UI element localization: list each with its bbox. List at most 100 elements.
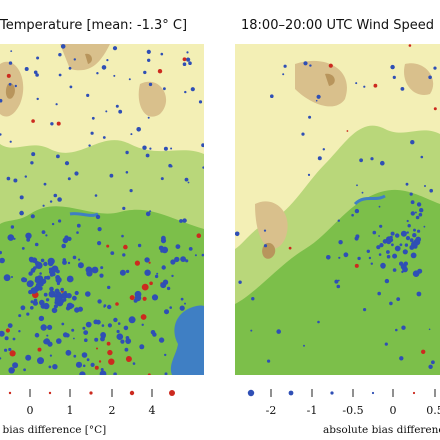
station-marker — [54, 300, 58, 305]
station-marker — [185, 259, 189, 263]
station-marker — [32, 300, 39, 306]
station-marker — [399, 243, 403, 247]
station-marker — [128, 316, 136, 324]
terrain-highland — [235, 44, 440, 249]
station-marker — [101, 65, 107, 70]
station-marker — [8, 82, 12, 86]
station-marker — [66, 275, 74, 283]
station-marker — [60, 287, 64, 292]
station-marker — [337, 219, 340, 222]
station-marker — [384, 278, 390, 284]
station-marker — [62, 260, 67, 265]
station-marker — [82, 364, 86, 368]
station-marker — [363, 308, 367, 312]
legend-symbol — [8, 391, 12, 395]
station-marker — [90, 131, 94, 135]
station-marker — [13, 178, 18, 183]
station-marker — [106, 59, 109, 62]
station-marker — [43, 182, 47, 186]
station-marker — [4, 348, 8, 352]
station-marker — [67, 261, 71, 265]
station-marker — [30, 306, 34, 310]
station-marker — [32, 266, 37, 270]
station-marker — [169, 306, 172, 309]
station-marker — [0, 133, 2, 136]
station-marker — [100, 368, 104, 371]
station-marker — [164, 309, 169, 315]
station-marker — [42, 204, 45, 207]
station-marker — [36, 56, 40, 60]
station-marker — [85, 291, 91, 297]
station-marker — [137, 243, 142, 248]
station-marker — [378, 205, 381, 208]
station-marker — [418, 212, 423, 217]
station-marker — [134, 294, 142, 302]
station-marker — [10, 50, 13, 52]
station-marker — [31, 119, 35, 123]
station-marker — [410, 140, 415, 145]
station-marker — [149, 147, 152, 150]
station-marker — [402, 266, 408, 273]
station-marker — [0, 357, 2, 360]
station-marker — [117, 322, 121, 325]
station-marker — [66, 293, 72, 299]
station-marker — [34, 332, 40, 338]
station-marker — [91, 116, 95, 120]
station-marker — [141, 283, 149, 291]
legend-tick: 0.5 — [426, 404, 440, 417]
station-marker — [145, 211, 151, 217]
station-marker — [0, 257, 5, 264]
station-marker — [354, 236, 359, 241]
station-marker — [75, 361, 83, 368]
station-marker — [408, 44, 412, 47]
station-marker — [188, 61, 192, 65]
station-marker — [170, 165, 173, 168]
station-marker — [378, 235, 380, 237]
station-marker — [389, 301, 393, 306]
station-marker — [55, 103, 58, 106]
station-marker — [166, 286, 171, 291]
station-marker — [8, 347, 12, 352]
station-marker — [160, 177, 164, 181]
station-marker — [361, 191, 364, 194]
station-marker — [122, 206, 126, 210]
station-marker — [40, 324, 47, 331]
station-marker — [401, 325, 406, 330]
station-marker — [139, 344, 145, 350]
station-marker — [250, 329, 253, 332]
station-marker — [428, 364, 433, 369]
station-marker — [404, 243, 409, 247]
station-marker — [51, 272, 56, 277]
station-marker — [19, 210, 24, 216]
station-marker — [43, 302, 50, 310]
station-marker — [128, 78, 131, 81]
station-marker — [36, 97, 39, 101]
station-marker — [412, 270, 420, 277]
temperature-bias-map — [0, 44, 204, 375]
station-marker — [315, 99, 318, 102]
station-marker — [61, 292, 69, 299]
station-marker — [64, 161, 70, 166]
station-marker — [317, 156, 322, 161]
station-marker — [421, 349, 426, 354]
station-marker — [103, 304, 107, 307]
station-marker — [125, 150, 129, 155]
station-marker — [58, 219, 62, 223]
station-marker — [147, 373, 151, 375]
station-marker — [99, 273, 104, 278]
station-marker — [186, 51, 189, 54]
station-marker — [41, 230, 46, 235]
station-marker — [198, 100, 203, 104]
station-marker — [180, 256, 187, 262]
station-marker — [53, 304, 59, 309]
station-marker — [414, 211, 417, 214]
station-marker — [423, 225, 426, 228]
station-marker — [57, 197, 62, 202]
legend-symbol — [129, 390, 135, 396]
station-marker — [102, 136, 106, 139]
legend-tick: 1 — [66, 404, 74, 417]
station-marker — [309, 64, 312, 67]
legend-tick: -1 — [306, 404, 318, 417]
station-marker — [170, 259, 176, 265]
station-marker — [405, 236, 411, 241]
